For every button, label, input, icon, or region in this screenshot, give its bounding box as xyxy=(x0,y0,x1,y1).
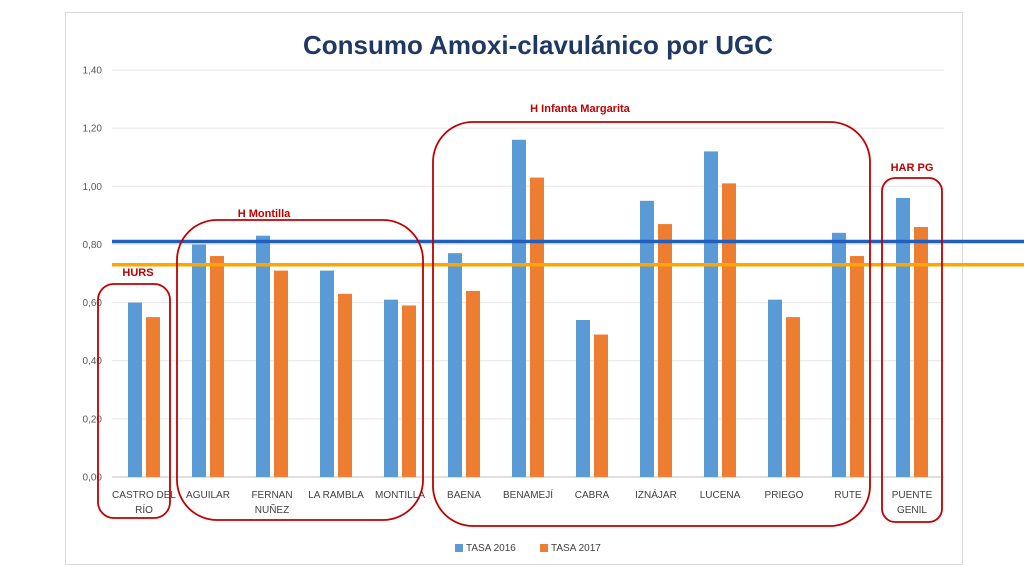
x-tick-label: BAENA xyxy=(447,490,481,501)
group-label: H Infanta Margarita xyxy=(530,103,631,115)
y-tick-label: 0,60 xyxy=(83,298,103,309)
x-tick-label: GENIL xyxy=(897,505,927,516)
bar-2016 xyxy=(832,232,846,477)
y-tick-label: 1,00 xyxy=(83,182,103,193)
y-tick-label: 0,80 xyxy=(83,240,103,251)
bar-2016 xyxy=(896,197,910,477)
group-outline xyxy=(176,219,424,521)
bar-2017 xyxy=(402,305,416,477)
y-tick-label: 0,00 xyxy=(83,473,103,484)
legend-label: TASA 2017 xyxy=(551,543,601,554)
x-tick-label: PUENTE xyxy=(892,490,933,501)
bar-2016 xyxy=(192,244,206,477)
bar-2016 xyxy=(576,320,590,477)
y-tick-label: 0,20 xyxy=(83,414,103,425)
bar-2017 xyxy=(914,226,928,477)
group-label: H Montilla xyxy=(238,208,291,220)
bar-2016 xyxy=(384,299,398,477)
bar-2016 xyxy=(512,139,526,477)
x-tick-label: MONTILLA xyxy=(375,490,425,501)
bar-2016 xyxy=(640,200,654,478)
group-outline xyxy=(432,121,871,527)
bar-2017 xyxy=(786,317,800,477)
bar-2016 xyxy=(256,235,270,477)
bar-2016 xyxy=(320,270,334,477)
bar-2016 xyxy=(128,302,142,477)
x-tick-label: FERNAN xyxy=(251,490,292,501)
bar-2016 xyxy=(768,299,782,477)
x-tick-label: CABRA xyxy=(575,490,610,501)
bar-2017 xyxy=(722,183,736,477)
group-label: HURS xyxy=(122,267,153,279)
x-tick-label: LA RAMBLA xyxy=(308,490,364,501)
bar-2017 xyxy=(594,334,608,477)
y-tick-label: 1,40 xyxy=(83,66,103,77)
x-tick-label: IZNÁJAR xyxy=(635,488,677,501)
bar-2017 xyxy=(850,256,864,477)
bar-2017 xyxy=(274,270,288,477)
legend-label: TASA 2016 xyxy=(466,543,516,554)
bar-2017 xyxy=(530,177,544,478)
group-outline xyxy=(881,177,943,523)
group-label: HAR PG xyxy=(891,162,934,174)
x-tick-label: BENAMEJÍ xyxy=(503,488,553,501)
x-tick-label: RUTE xyxy=(834,490,862,501)
group-outline xyxy=(97,283,171,519)
x-tick-label: LUCENA xyxy=(700,490,741,501)
y-tick-label: 1,20 xyxy=(83,124,103,135)
y-tick-label: 0,40 xyxy=(83,356,103,367)
x-tick-label: RÍO xyxy=(135,503,153,516)
x-tick-label: CASTRO DEL xyxy=(112,490,176,501)
bar-2017 xyxy=(658,224,672,477)
x-tick-label: AGUILAR xyxy=(186,490,230,501)
bar-2017 xyxy=(146,317,160,477)
x-tick-label: NUÑEZ xyxy=(255,503,289,516)
bar-2017 xyxy=(466,290,480,477)
bar-2016 xyxy=(448,253,462,477)
bar-2017 xyxy=(338,293,352,477)
legend-swatch xyxy=(455,544,463,552)
bar-2017 xyxy=(210,256,224,477)
legend-swatch xyxy=(540,544,548,552)
bar-2016 xyxy=(704,151,718,477)
chart-title: Consumo Amoxi-clavulánico por UGC xyxy=(303,30,773,60)
x-tick-label: PRIEGO xyxy=(765,490,804,501)
